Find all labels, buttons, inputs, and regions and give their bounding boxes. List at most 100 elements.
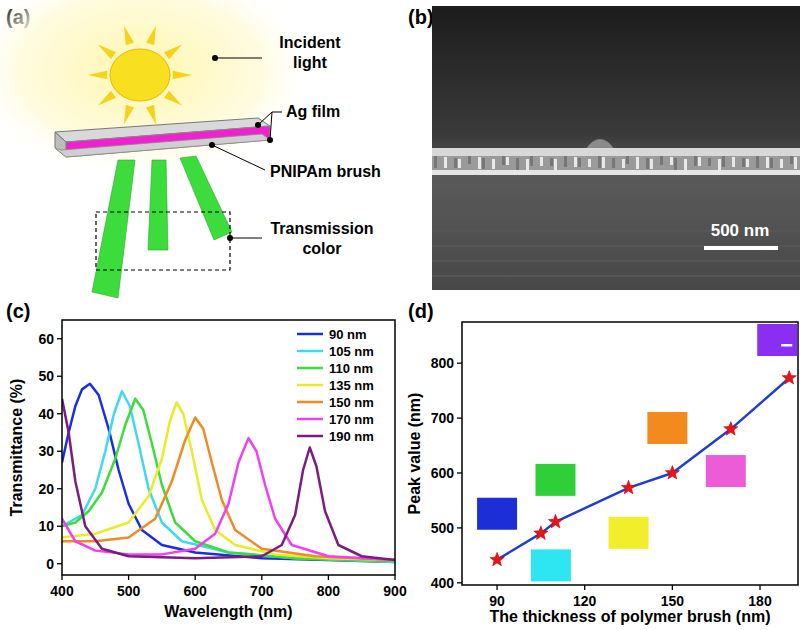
leader-line (270, 112, 272, 140)
sem-texture (540, 157, 543, 166)
x-axis-title: The thickness of polymer brush (nm) (490, 608, 771, 625)
star-marker (724, 422, 738, 436)
label-line: color (302, 240, 341, 257)
leader-line (212, 145, 265, 170)
figure: (a)(b)(c)(d)IncidentlightAg filmPNIPAm b… (0, 0, 804, 630)
sem-texture (434, 156, 437, 168)
sem-texture (602, 157, 605, 168)
color-swatch (609, 517, 649, 549)
sem-texture (684, 159, 687, 170)
panel-letter: (d) (408, 300, 434, 322)
x-tick-label: 600 (184, 583, 208, 599)
sem-texture (502, 156, 505, 165)
legend-swatch (297, 367, 323, 370)
legend-label: 135 nm (329, 378, 374, 393)
color-swatch (531, 549, 571, 581)
star-marker (490, 552, 504, 566)
diagram-label: PNIPAm brush (270, 163, 381, 180)
chart-1: 90120150180400500600700800The thickness … (406, 322, 798, 625)
sem-texture (622, 159, 625, 168)
legend-swatch (297, 384, 323, 387)
x-tick-label: 90 (489, 593, 505, 609)
series-line (62, 391, 395, 562)
sun-ray (173, 71, 192, 80)
leader-line (258, 112, 272, 125)
sem-texture (578, 158, 581, 167)
sem-texture (722, 156, 725, 167)
sem-brush-layer (432, 156, 800, 170)
sem-texture (482, 158, 485, 169)
sun-ray (146, 26, 156, 46)
legend-label: 170 nm (329, 412, 374, 427)
diagram-label: Transmissioncolor (270, 220, 373, 257)
y-tick-label: 0 (46, 556, 54, 572)
ag-film-bottom (55, 134, 270, 157)
legend-label: 150 nm (329, 395, 374, 410)
sem-texture (698, 157, 701, 166)
x-tick-label: 150 (661, 593, 685, 609)
leader-dot (267, 137, 273, 143)
sem-texture (780, 159, 783, 168)
series-line (62, 399, 395, 560)
sun-disc (110, 49, 170, 101)
y-tick-label: 50 (38, 368, 54, 384)
plot-area (490, 371, 796, 566)
swatch-scale-bar (781, 344, 792, 347)
label-line: Incident (279, 34, 341, 51)
y-tick-label: 40 (38, 406, 54, 422)
color-swatch (535, 464, 575, 496)
sun-ray (124, 105, 134, 125)
star-marker (665, 465, 679, 479)
dashed-box (96, 212, 230, 270)
legend: 90 nm105 nm110 nm135 nm150 nm170 nm190 n… (297, 327, 374, 444)
sem-texture (526, 159, 529, 170)
sem-texture (468, 156, 471, 164)
legend-swatch (297, 435, 323, 438)
sem-texture (588, 159, 591, 167)
legend-swatch (297, 333, 323, 336)
y-tick-label: 700 (431, 410, 455, 426)
x-axis-title: Wavelength (nm) (164, 603, 292, 620)
y-tick-label: 20 (38, 481, 54, 497)
legend-label: 90 nm (329, 327, 367, 342)
sem-texture (708, 158, 711, 166)
sem-texture (458, 159, 461, 168)
sem-texture (660, 156, 663, 165)
sem-top-layer (432, 148, 800, 156)
sem-texture (674, 158, 677, 170)
x-tick-label: 700 (250, 583, 274, 599)
y-tick-label: 400 (431, 575, 455, 591)
panel-letter: (b) (408, 6, 434, 28)
sem-texture (718, 159, 721, 171)
sem-texture (506, 157, 509, 165)
sem-texture (794, 157, 797, 169)
y-tick-label: 500 (431, 520, 455, 536)
plot-area (62, 384, 395, 562)
sem-texture (756, 156, 759, 168)
panel-letter: (c) (6, 300, 30, 322)
x-tick-label: 120 (573, 593, 597, 609)
y-tick-label: 30 (38, 443, 54, 459)
series-line (62, 403, 395, 561)
chart-0: 4005006007008009000102030405060Wavelengt… (8, 320, 407, 620)
series-line (497, 378, 789, 560)
series-line (62, 384, 395, 562)
sem-texture (636, 157, 639, 169)
sem-texture (444, 157, 447, 168)
sun-ray (124, 26, 134, 46)
sem-texture (454, 158, 457, 168)
sem-texture (790, 156, 793, 164)
sem-texture (732, 157, 735, 167)
plot-frame (62, 320, 395, 575)
star-marker (782, 371, 796, 385)
sem-texture (432, 275, 800, 277)
sem-texture (574, 157, 577, 167)
x-tick-label: 800 (317, 583, 341, 599)
legend-label: 110 nm (329, 361, 373, 376)
star-marker (534, 526, 548, 540)
sem-texture (746, 159, 749, 167)
sem-texture (432, 200, 800, 202)
sem-texture (650, 159, 653, 169)
star-marker (548, 514, 562, 528)
series-line (62, 418, 395, 561)
